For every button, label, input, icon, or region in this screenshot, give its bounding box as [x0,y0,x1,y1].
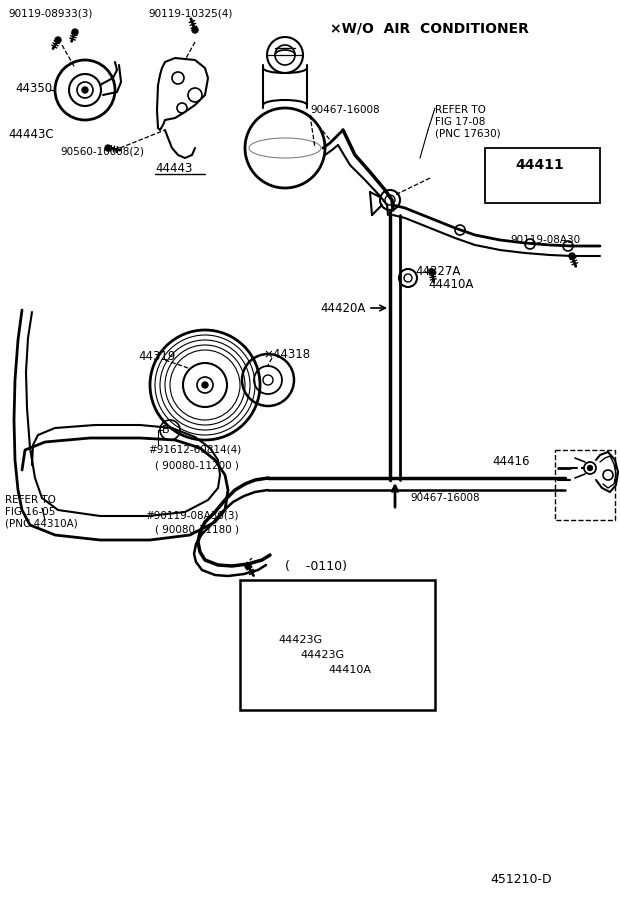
Text: 90467-16008: 90467-16008 [310,105,379,115]
Text: 90119-10325(4): 90119-10325(4) [148,8,232,18]
Text: #90119-08A30(3): #90119-08A30(3) [145,510,239,520]
Text: B: B [162,425,170,435]
Circle shape [429,269,435,275]
Text: 44350: 44350 [15,82,52,94]
Text: 44423G: 44423G [278,635,322,645]
Circle shape [72,29,78,35]
Text: 44423G: 44423G [300,650,344,660]
Circle shape [588,465,593,471]
Text: REFER TO
FIG 16-05
(PNC 44310A): REFER TO FIG 16-05 (PNC 44310A) [5,495,77,528]
Circle shape [192,27,198,33]
Text: REFER TO
FIG 17-08
(PNC 17630): REFER TO FIG 17-08 (PNC 17630) [435,105,500,139]
Text: 44416: 44416 [492,455,529,468]
Text: 90560-10008(2): 90560-10008(2) [60,147,144,157]
Text: 44411: 44411 [516,158,564,172]
Text: 44319: 44319 [138,350,175,363]
Circle shape [82,87,88,93]
Text: 44410A: 44410A [428,278,474,291]
Text: 90119-08933(3): 90119-08933(3) [8,8,92,18]
Bar [555,450,615,520]
Text: ( 90080-11180 ): ( 90080-11180 ) [155,525,239,535]
Circle shape [202,382,208,388]
Text: 44327A: 44327A [415,265,461,278]
Circle shape [105,145,111,151]
Text: 90119-08A30: 90119-08A30 [510,235,580,245]
Text: 451210-D: 451210-D [490,873,552,886]
Circle shape [245,563,251,569]
Text: ( 90080-11200 ): ( 90080-11200 ) [155,460,239,470]
Text: ×44318: ×44318 [263,348,310,361]
Text: 44410A: 44410A [328,665,371,675]
Circle shape [569,253,575,259]
Circle shape [55,37,61,43]
Text: 44443C: 44443C [8,128,53,141]
Bar [240,580,435,710]
Bar [485,148,600,203]
Circle shape [327,621,333,627]
Text: 44443: 44443 [155,162,192,175]
Text: ×W/O  AIR  CONDITIONER: ×W/O AIR CONDITIONER [330,22,529,36]
Text: 90467-16008: 90467-16008 [410,493,480,503]
Text: (    -0110): ( -0110) [285,560,347,573]
Text: 44420A: 44420A [320,302,365,315]
Text: #91612-60814(4): #91612-60814(4) [148,445,241,455]
